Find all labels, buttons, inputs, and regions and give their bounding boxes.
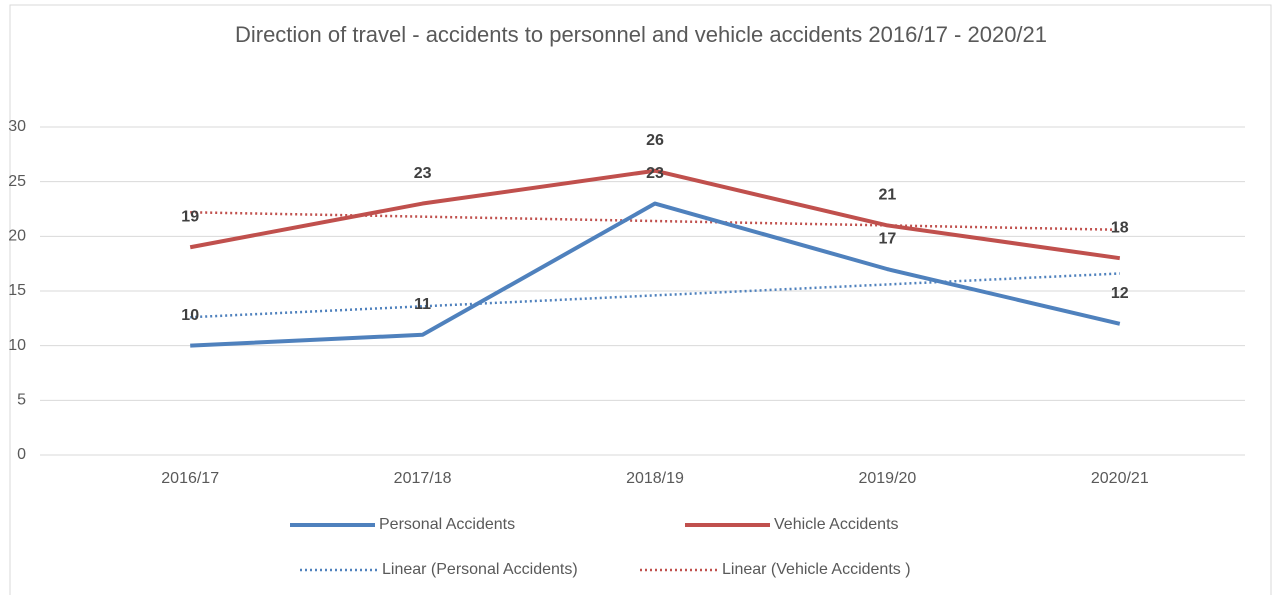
line-series <box>189 168 1121 261</box>
legend-label: Personal Accidents <box>379 516 515 533</box>
y-tick-label: 10 <box>8 337 26 354</box>
y-tick-label: 20 <box>8 228 26 245</box>
x-tick-label: 2016/17 <box>161 470 219 487</box>
y-tick-label: 15 <box>8 282 26 299</box>
data-label: 17 <box>879 230 897 247</box>
data-label: 21 <box>879 187 897 204</box>
chart-border <box>9 4 1272 595</box>
data-label: 26 <box>646 132 664 149</box>
data-label: 10 <box>181 307 199 324</box>
x-tick-label: 2018/19 <box>626 470 684 487</box>
x-tick-label: 2019/20 <box>858 470 916 487</box>
legend-label: Linear (Personal Accidents) <box>382 561 578 578</box>
y-tick-label: 5 <box>17 392 26 409</box>
line-series <box>190 201 1121 348</box>
y-tick-label: 30 <box>8 118 26 135</box>
y-tick-label: 25 <box>8 173 26 190</box>
x-tick-label: 2020/21 <box>1091 470 1149 487</box>
data-label: 18 <box>1111 219 1129 236</box>
data-label: 23 <box>414 165 432 182</box>
chart-title: Direction of travel - accidents to perso… <box>234 22 1048 47</box>
data-label: 23 <box>646 165 664 182</box>
legend-label: Vehicle Accidents <box>774 516 899 533</box>
x-tick-label: 2017/18 <box>394 470 452 487</box>
legend-label: Linear (Vehicle Accidents ) <box>722 561 911 578</box>
data-label: 12 <box>1111 285 1129 302</box>
data-label: 11 <box>414 296 431 313</box>
data-label: 19 <box>181 208 199 225</box>
line-series <box>190 272 1120 319</box>
y-tick-label: 0 <box>17 446 26 463</box>
